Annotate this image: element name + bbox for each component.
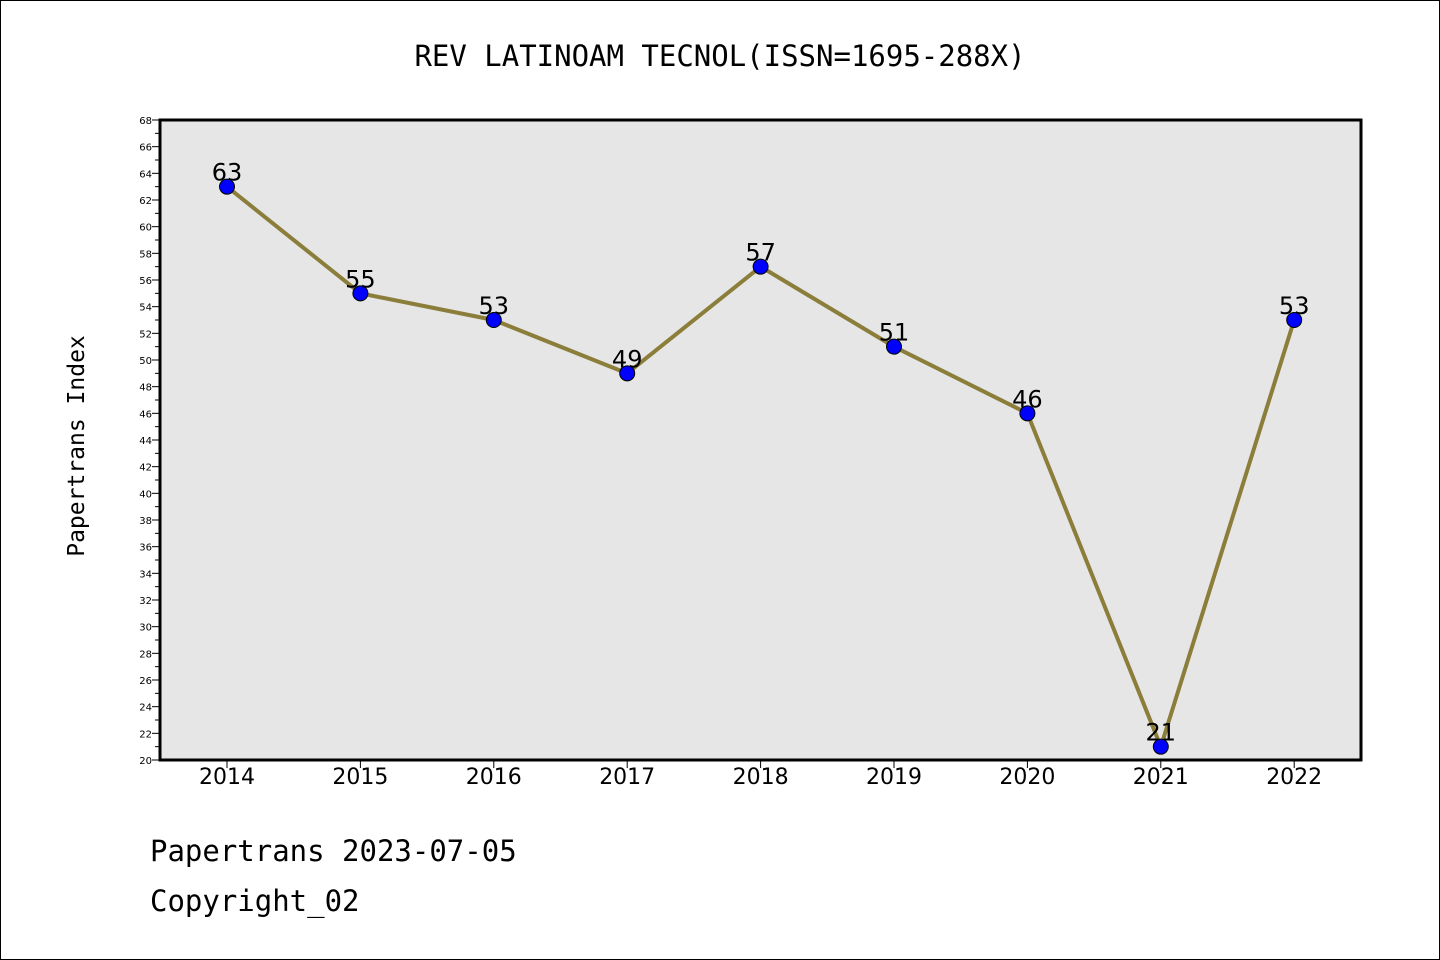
data-label: 55 bbox=[345, 265, 376, 293]
data-label: 63 bbox=[212, 159, 243, 187]
y-tick-label: 22 bbox=[139, 729, 152, 740]
y-tick-label: 44 bbox=[139, 436, 152, 447]
y-tick-label: 20 bbox=[139, 756, 152, 767]
data-point bbox=[1152, 738, 1169, 755]
data-label: 49 bbox=[612, 345, 643, 373]
y-tick-label: 42 bbox=[139, 463, 152, 474]
y-tick-label: 58 bbox=[139, 249, 152, 260]
x-tick-label: 2021 bbox=[1133, 765, 1189, 790]
y-tick-label: 26 bbox=[139, 676, 152, 687]
data-label: 53 bbox=[1279, 292, 1310, 320]
y-tick-label: 32 bbox=[139, 596, 152, 607]
y-tick-label: 52 bbox=[139, 329, 152, 340]
data-label: 57 bbox=[745, 239, 776, 267]
data-point bbox=[1019, 405, 1036, 422]
plot-area: 2022242628303234363840424446485052545658… bbox=[139, 116, 1363, 790]
y-tick-label: 68 bbox=[139, 116, 152, 127]
x-tick-label: 2018 bbox=[733, 765, 789, 790]
x-tick-label: 2016 bbox=[466, 765, 522, 790]
data-point bbox=[619, 365, 636, 382]
y-axis-label: Papertrans Index bbox=[64, 335, 90, 557]
footer-date-line: Papertrans 2023-07-05 bbox=[150, 834, 517, 868]
y-tick-label: 30 bbox=[139, 623, 152, 634]
chart-title: REV LATINOAM TECNOL(ISSN=1695-288X) bbox=[414, 39, 1025, 73]
y-tick-label: 38 bbox=[139, 516, 152, 527]
data-point bbox=[1286, 312, 1303, 328]
data-point bbox=[886, 338, 902, 355]
plot-background bbox=[160, 120, 1361, 760]
data-label: 21 bbox=[1146, 719, 1177, 747]
x-tick-label: 2020 bbox=[999, 765, 1055, 790]
y-tick-label: 48 bbox=[139, 383, 152, 394]
y-tick-label: 62 bbox=[139, 196, 152, 207]
data-point bbox=[485, 312, 502, 328]
data-label: 51 bbox=[879, 319, 910, 347]
x-tick-label: 2015 bbox=[332, 765, 388, 790]
y-tick-label: 24 bbox=[139, 703, 152, 714]
y-tick-label: 46 bbox=[139, 409, 152, 420]
y-tick-label: 50 bbox=[139, 356, 152, 367]
data-point bbox=[752, 258, 769, 275]
x-tick-label: 2022 bbox=[1266, 765, 1322, 790]
y-tick-label: 66 bbox=[139, 143, 152, 154]
y-tick-label: 56 bbox=[139, 276, 152, 287]
y-tick-label: 28 bbox=[139, 649, 152, 660]
data-point bbox=[352, 285, 369, 302]
y-tick-label: 64 bbox=[139, 169, 152, 180]
data-point bbox=[219, 178, 235, 195]
y-tick-label: 34 bbox=[139, 569, 152, 580]
y-tick-label: 54 bbox=[139, 303, 152, 314]
footer-copyright-line: Copyright_02 bbox=[150, 884, 360, 918]
y-tick-label: 36 bbox=[139, 543, 152, 554]
y-tick-label: 60 bbox=[139, 223, 152, 234]
y-tick-label: 40 bbox=[139, 489, 152, 500]
data-label: 53 bbox=[479, 292, 510, 320]
x-tick-label: 2017 bbox=[599, 765, 655, 790]
x-tick-label: 2019 bbox=[866, 765, 922, 790]
plot-border bbox=[158, 118, 1363, 762]
x-tick-label: 2014 bbox=[199, 765, 255, 790]
data-label: 46 bbox=[1012, 385, 1043, 413]
